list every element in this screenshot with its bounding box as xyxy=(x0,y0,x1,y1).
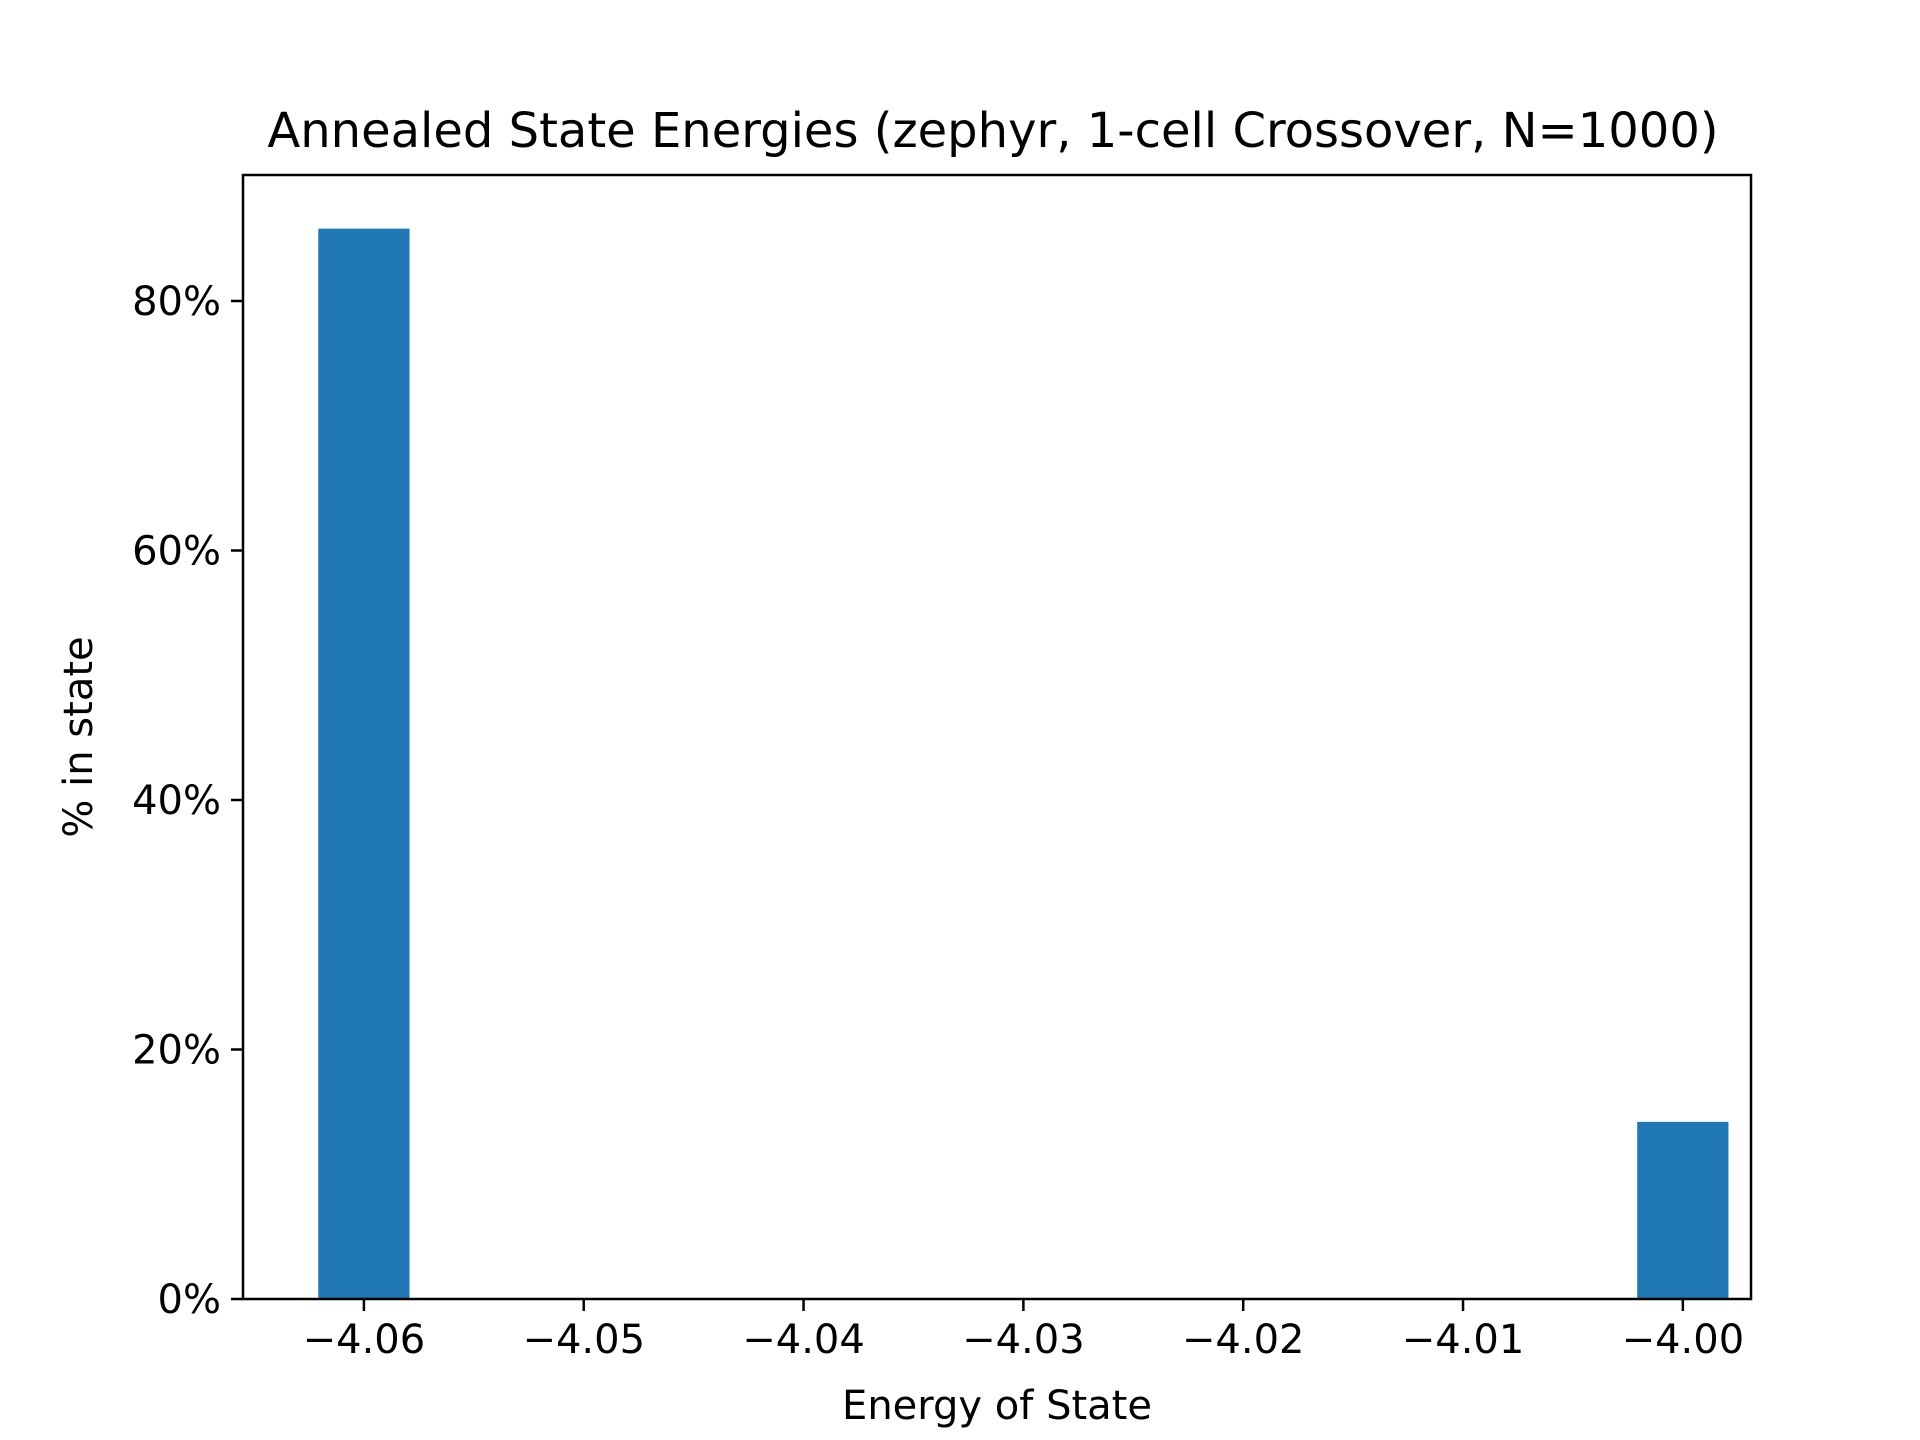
y-axis-label: % in state xyxy=(56,636,102,837)
y-tick-label: 80% xyxy=(132,279,221,325)
x-tick-label: −4.02 xyxy=(1182,1317,1305,1363)
bar-group xyxy=(318,228,1729,1300)
bar-1 xyxy=(1637,1121,1729,1299)
y-tick-label: 60% xyxy=(132,528,221,574)
x-tick-label: −4.05 xyxy=(522,1317,645,1363)
y-tick-label: 20% xyxy=(132,1027,221,1073)
y-tick-label: 40% xyxy=(132,778,221,824)
y-axis: 0% 20% 40% 60% 80% xyxy=(132,279,243,1323)
x-tick-label: −4.04 xyxy=(742,1317,865,1363)
x-tick-label: −4.06 xyxy=(303,1317,426,1363)
x-tick-label: −4.00 xyxy=(1622,1317,1745,1363)
x-tick-label: −4.03 xyxy=(962,1317,1085,1363)
y-tick-label: 0% xyxy=(158,1277,221,1323)
bar-0 xyxy=(318,228,410,1300)
x-axis: −4.06 −4.05 −4.04 −4.03 −4.02 −4.01 −4.00 xyxy=(303,1299,1745,1363)
x-tick-label: −4.01 xyxy=(1402,1317,1525,1363)
chart-title: Annealed State Energies (zephyr, 1-cell … xyxy=(267,103,1718,159)
plot-frame xyxy=(241,173,1753,1301)
x-axis-label: Energy of State xyxy=(842,1383,1152,1429)
